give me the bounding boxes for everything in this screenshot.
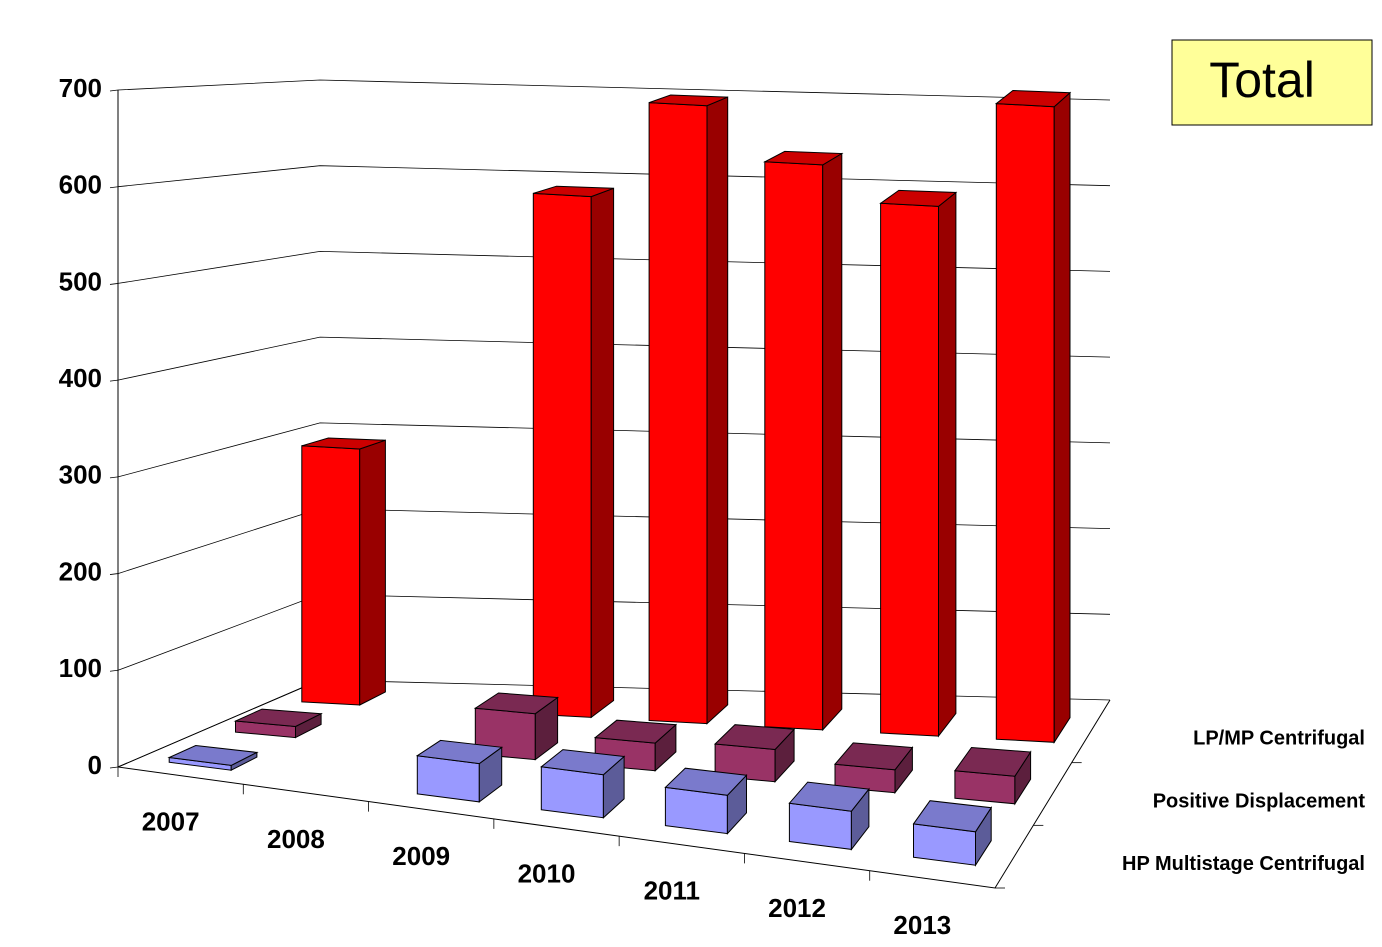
- bar: [302, 438, 386, 705]
- bar-front: [533, 193, 591, 717]
- y-tick-label: 700: [59, 73, 102, 103]
- bar: [914, 801, 992, 866]
- grid-line: [118, 80, 1110, 100]
- y-tick-mark: [110, 767, 118, 768]
- bar-front: [996, 104, 1054, 743]
- x-tick-label: 2012: [768, 893, 826, 923]
- bar-front: [541, 767, 603, 818]
- y-tick-label: 200: [59, 556, 102, 586]
- bar: [665, 768, 746, 833]
- y-tick-label: 500: [59, 266, 102, 296]
- bar-side: [360, 440, 386, 705]
- bar-front: [765, 162, 823, 730]
- y-tick-label: 100: [59, 653, 102, 683]
- chart: 0 100 200 300 400 500 600 700 2007 2008 2009 2010 20…: [0, 0, 1382, 947]
- bar-side: [1054, 93, 1070, 743]
- y-tick-mark: [110, 187, 118, 188]
- y-tick-mark: [110, 380, 118, 381]
- x-tick-label: 2008: [267, 824, 325, 854]
- x-tick-label: 2011: [644, 876, 700, 906]
- bar: [835, 743, 912, 793]
- y-tick-label: 0: [88, 750, 102, 780]
- bar-front: [649, 103, 707, 724]
- bar: [881, 190, 956, 736]
- bar-front: [302, 446, 360, 705]
- bar: [541, 750, 624, 818]
- grid-line: [118, 166, 1110, 187]
- y-tick-mark: [110, 574, 118, 575]
- x-tick-label: 2009: [392, 841, 450, 871]
- bar-side: [823, 154, 842, 730]
- x-tick-label: 2007: [142, 807, 200, 837]
- legend-label: HP Multistage Centrifugal: [1122, 853, 1365, 875]
- bar: [169, 746, 257, 771]
- bar: [533, 186, 613, 717]
- y-tick-mark: [110, 90, 118, 91]
- bar-front: [881, 203, 939, 736]
- bar: [789, 782, 869, 849]
- y-tick-mark: [110, 477, 118, 478]
- x-tick-label: 2010: [518, 858, 576, 888]
- bar: [236, 709, 322, 738]
- y-tick-mark: [110, 283, 118, 284]
- bar: [955, 748, 1031, 804]
- x-tick-label: 2013: [893, 910, 951, 940]
- bar-side: [707, 97, 728, 724]
- bar: [996, 91, 1070, 743]
- y-tick-mark: [110, 670, 118, 671]
- bar: [765, 151, 842, 730]
- bar: [649, 95, 728, 724]
- bar-side: [591, 188, 613, 717]
- bar-side: [939, 193, 956, 737]
- annotation: Total: [1209, 52, 1315, 108]
- bar: [417, 740, 501, 802]
- y-tick-label: 600: [59, 170, 102, 200]
- y-tick-label: 400: [59, 363, 102, 393]
- legend-label: LP/MP Centrifugal: [1193, 728, 1365, 750]
- legend-label: Positive Displacement: [1153, 790, 1366, 812]
- y-tick-label: 300: [59, 460, 102, 490]
